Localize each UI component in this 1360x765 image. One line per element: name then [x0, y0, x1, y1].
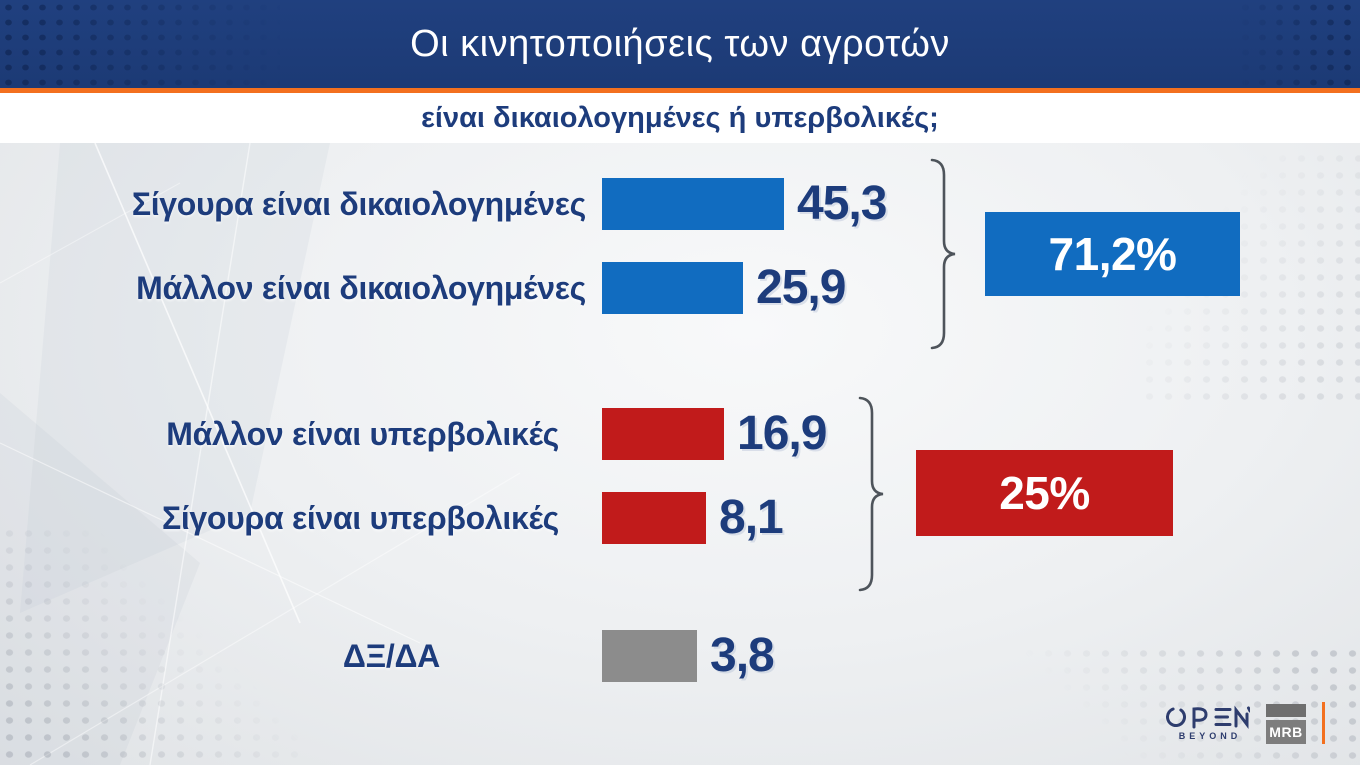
- halftone-dots-header-left: [0, 0, 330, 88]
- header-banner: Οι κινητοποιήσεις των αγροτών: [0, 0, 1360, 88]
- subtitle-strip: είναι δικαιολογημένες ή υπερβολικές;: [0, 93, 1360, 143]
- bar-value: 45,3: [797, 177, 887, 230]
- bar-row-probably-excessive: Μάλλον είναι υπερβολικές 16,9: [0, 407, 827, 460]
- bar-dont-know: [602, 630, 697, 682]
- page-title: Οι κινητοποιήσεις των αγροτών: [410, 22, 950, 65]
- bar-probably-excessive: [602, 408, 724, 460]
- bar-label: ΔΞ/ΔΑ: [342, 638, 440, 674]
- group-total-value: 71,2%: [1048, 228, 1177, 280]
- bar-row-probably-justified: Μάλλον είναι δικαιολογημένες 25,9: [0, 261, 846, 314]
- halftone-dots-header-right: [1220, 0, 1360, 88]
- poll-question: είναι δικαιολογημένες ή υπερβολικές;: [421, 101, 939, 134]
- bar-row-dont-know: ΔΞ/ΔΑ 3,8: [0, 629, 775, 682]
- brace-justified-group: [930, 158, 956, 350]
- bar-label: Μάλλον είναι δικαιολογημένες: [136, 270, 586, 306]
- mrb-logo-bar: [1266, 704, 1306, 717]
- bar-label: Μάλλον είναι υπερβολικές: [166, 416, 559, 452]
- bar-value: 3,8: [710, 629, 775, 682]
- bar-definitely-justified: [602, 178, 784, 230]
- bar-row-definitely-justified: Σίγουρα είναι δικαιολογημένες 45,3: [0, 177, 887, 230]
- bar-row-definitely-excessive: Σίγουρα είναι υπερβολικές 8,1: [0, 491, 784, 544]
- bar-value: 8,1: [719, 491, 784, 544]
- bar-value: 16,9: [737, 407, 827, 460]
- bar-definitely-excessive: [602, 492, 706, 544]
- open-tv-logo: BEYOND: [1166, 705, 1250, 741]
- open-logo-icon: [1166, 705, 1250, 729]
- bar-label: Σίγουρα είναι δικαιολογημένες: [131, 186, 586, 222]
- bar-label: Σίγουρα είναι υπερβολικές: [161, 500, 559, 536]
- orange-accent-line: [1322, 702, 1325, 744]
- group-total-justified: 71,2%: [985, 212, 1240, 296]
- mrb-pollster-logo: MRB: [1266, 704, 1306, 744]
- brace-excessive-group: [858, 396, 884, 592]
- bar-value: 25,9: [756, 261, 846, 314]
- group-total-value: 25%: [999, 467, 1090, 519]
- group-total-excessive: 25%: [916, 450, 1173, 536]
- bar-probably-justified: [602, 262, 743, 314]
- open-beyond-label: BEYOND: [1178, 731, 1242, 741]
- orange-divider: [0, 88, 1360, 93]
- mrb-logo-text: MRB: [1266, 720, 1306, 744]
